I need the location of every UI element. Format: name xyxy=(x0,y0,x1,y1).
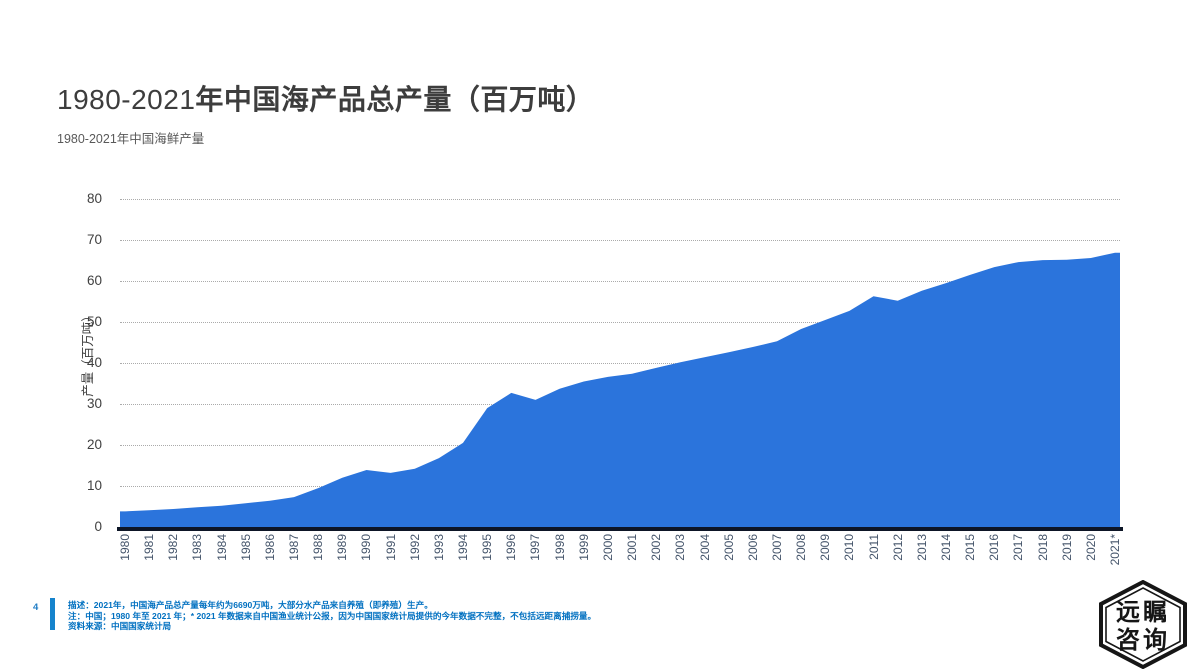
x-tick-label-1996: 1996 xyxy=(504,534,519,561)
gridline-40 xyxy=(120,363,1120,364)
y-tick-label-40: 40 xyxy=(86,355,102,370)
company-logo-hexagon: 远瞩 咨询 xyxy=(1099,580,1187,669)
x-tick-label-2015: 2015 xyxy=(963,534,978,561)
gridline-50 xyxy=(120,322,1120,323)
x-tick-label-2013: 2013 xyxy=(914,534,929,561)
x-tick-label-2008: 2008 xyxy=(794,534,809,561)
gridline-80 xyxy=(120,199,1120,200)
production-area-series xyxy=(120,252,1120,527)
x-tick-label-2003: 2003 xyxy=(673,534,688,561)
x-tick-label-2017: 2017 xyxy=(1011,534,1026,561)
title-main-text: 年中国海产品总产量（百万吨） xyxy=(195,84,595,115)
y-tick-label-30: 30 xyxy=(86,396,102,411)
x-tick-label-2001: 2001 xyxy=(625,534,640,561)
x-tick-label-2002: 2002 xyxy=(649,534,664,561)
x-tick-label-2011: 2011 xyxy=(866,534,881,560)
x-tick-label-1987: 1987 xyxy=(287,534,302,561)
y-tick-label-80: 80 xyxy=(86,191,102,206)
y-tick-label-70: 70 xyxy=(86,232,102,247)
x-tick-label-2019: 2019 xyxy=(1059,534,1074,561)
y-tick-label-50: 50 xyxy=(86,314,102,329)
x-tick-label-1998: 1998 xyxy=(552,534,567,561)
chart-subtitle: 1980-2021年中国海鲜产量 xyxy=(57,132,205,146)
y-tick-label-60: 60 xyxy=(86,273,102,288)
x-tick-label-1989: 1989 xyxy=(335,534,350,561)
x-tick-label-2010: 2010 xyxy=(842,534,857,561)
note-data-source: 资料来源：中国国家统计局 xyxy=(68,621,172,632)
logo-text-line2: 咨询 xyxy=(1116,627,1170,654)
x-tick-label-1982: 1982 xyxy=(166,534,181,561)
x-tick-label-2014: 2014 xyxy=(938,534,953,561)
x-tick-label-2000: 2000 xyxy=(600,534,615,561)
x-tick-label-1994: 1994 xyxy=(456,534,471,561)
x-tick-label-2021: 2021* xyxy=(1108,534,1122,566)
footer-accent-bar xyxy=(50,598,55,630)
x-tick-label-1991: 1991 xyxy=(383,534,398,561)
y-tick-label-10: 10 xyxy=(86,478,102,493)
title-year-range: 1980-2021 xyxy=(57,84,196,115)
x-tick-label-1984: 1984 xyxy=(214,534,229,561)
area-chart-plot xyxy=(120,199,1120,528)
note-source-note: 注：中国；1980 年至 2021 年；* 2021 年数据来自中国渔业统计公报… xyxy=(68,610,597,621)
x-tick-label-2012: 2012 xyxy=(890,534,905,561)
footer-notes: 描述：2021年，中国海产品总产量每年约为6690万吨，大部分水产品来自养殖（即… xyxy=(68,600,628,632)
gridline-60 xyxy=(120,281,1120,282)
x-tick-label-1986: 1986 xyxy=(262,534,277,561)
logo-text-line1: 远瞩 xyxy=(1116,600,1170,626)
x-tick-label-1995: 1995 xyxy=(480,534,495,561)
y-tick-label-20: 20 xyxy=(86,437,102,452)
x-tick-label-2004: 2004 xyxy=(697,534,712,561)
x-tick-label-1983: 1983 xyxy=(190,534,205,561)
x-tick-label-1999: 1999 xyxy=(576,534,591,561)
x-axis-line xyxy=(117,527,1123,531)
x-tick-label-1981: 1981 xyxy=(142,534,157,561)
x-tick-label-1980: 1980 xyxy=(118,534,132,561)
x-tick-label-2020: 2020 xyxy=(1083,534,1098,561)
x-tick-label-2016: 2016 xyxy=(987,534,1002,561)
page-number: 4 xyxy=(33,602,39,613)
x-tick-label-2005: 2005 xyxy=(721,534,736,561)
x-tick-label-1990: 1990 xyxy=(359,534,374,561)
x-tick-label-1988: 1988 xyxy=(311,534,326,561)
x-tick-label-2006: 2006 xyxy=(745,534,760,561)
x-tick-label-1993: 1993 xyxy=(431,534,446,561)
x-tick-label-1997: 1997 xyxy=(528,534,543,561)
x-tick-label-2018: 2018 xyxy=(1035,534,1050,561)
x-tick-label-2009: 2009 xyxy=(818,534,833,561)
x-tick-label-1985: 1985 xyxy=(238,534,253,561)
x-tick-label-1992: 1992 xyxy=(407,534,422,561)
y-tick-label-0: 0 xyxy=(94,519,102,534)
gridline-70 xyxy=(120,240,1120,241)
x-tick-label-2007: 2007 xyxy=(769,534,784,561)
note-description: 描述：2021年，中国海产品总产量每年约为6690万吨，大部分水产品来自养殖（即… xyxy=(68,600,433,610)
page-title: 1980-2021年中国海产品总产量（百万吨） xyxy=(57,78,594,118)
